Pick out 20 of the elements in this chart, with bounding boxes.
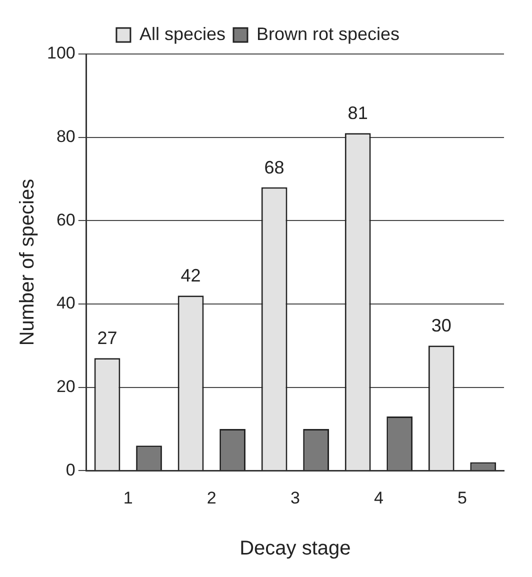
y-axis-title: Number of species [16, 178, 39, 346]
legend-label: Brown rot species [256, 24, 400, 44]
x-tick-label: 5 [458, 488, 467, 508]
data-label: 30 [431, 316, 452, 336]
data-label: 42 [180, 266, 201, 286]
data-label: 81 [348, 103, 368, 124]
legend-label: All species [139, 24, 226, 44]
x-tick-label: 2 [206, 488, 216, 508]
x-tick-label: 1 [123, 488, 133, 508]
y-tick-label: 80 [56, 127, 76, 146]
x-tick-label: 3 [290, 488, 300, 508]
data-label: 27 [97, 328, 118, 348]
y-tick-label: 40 [56, 294, 76, 313]
y-tick-label: 20 [56, 376, 76, 396]
y-tick-label: 60 [56, 210, 76, 230]
y-tick-label: 100 [46, 44, 76, 63]
x-tick-label: 4 [374, 488, 384, 508]
y-tick-label: 0 [66, 460, 76, 480]
x-axis-title: Decay stage [240, 538, 351, 560]
data-label: 68 [264, 157, 284, 178]
